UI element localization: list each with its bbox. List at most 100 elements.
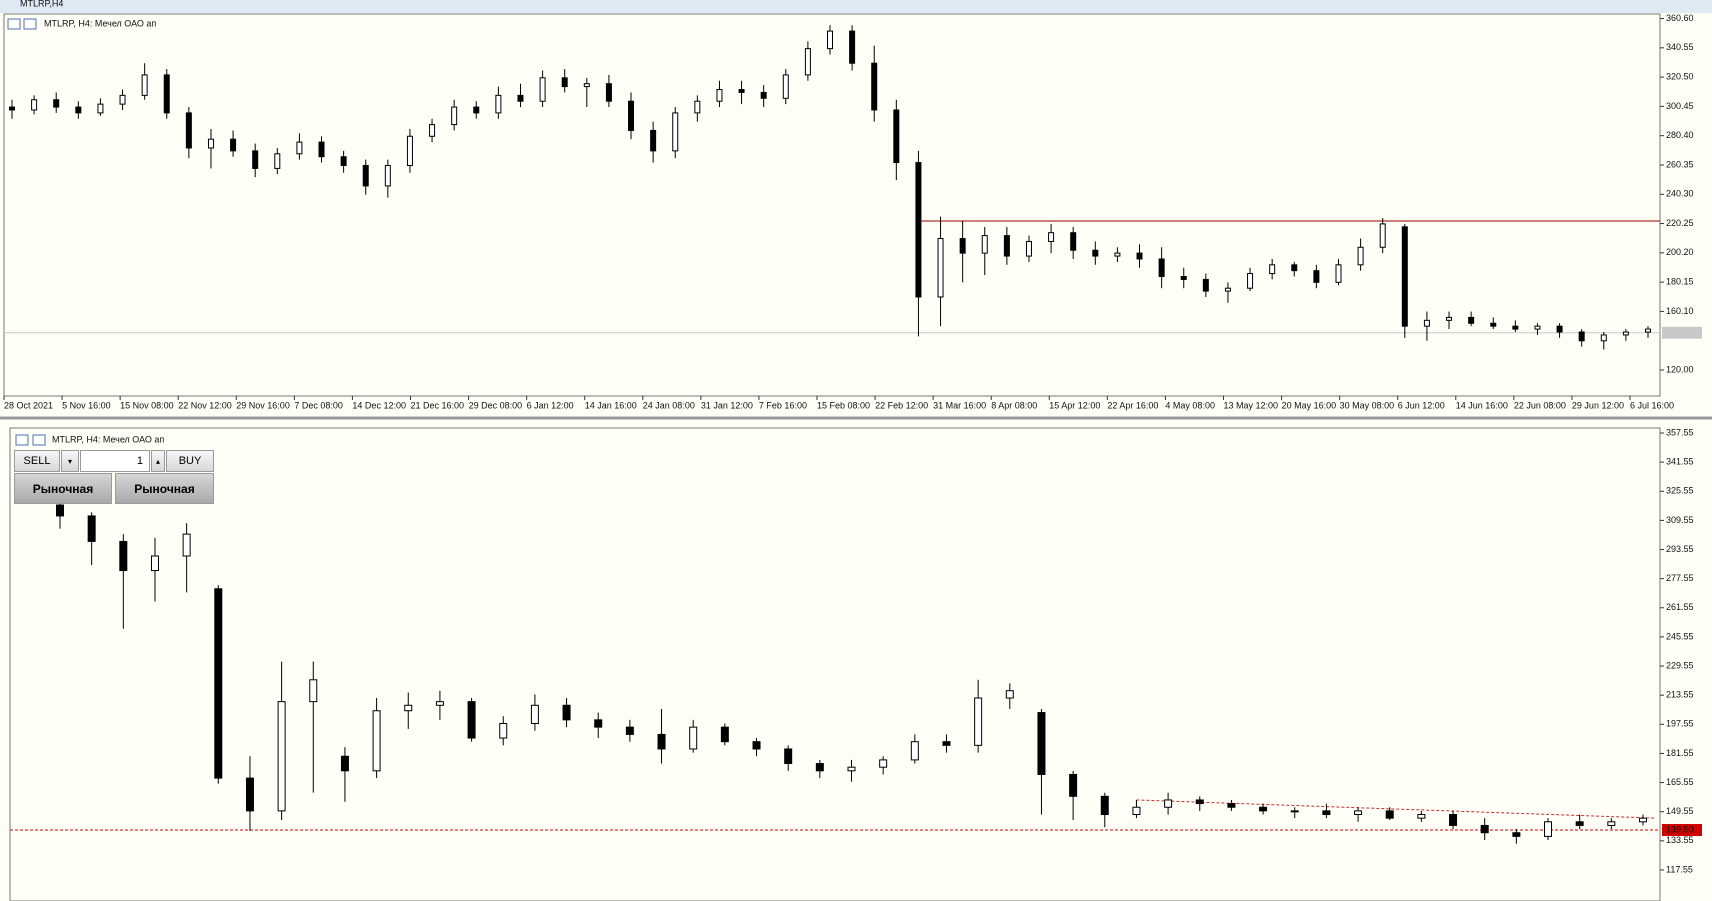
candle-body [277, 701, 286, 812]
candle-body [1114, 252, 1121, 257]
candle-body [1069, 773, 1078, 797]
x-tick-label: 14 Jan 16:00 [585, 400, 637, 410]
y-tick-label: 149.55 [1666, 806, 1694, 816]
candle-body [362, 164, 369, 187]
candle-body [1092, 249, 1099, 257]
candle-body [429, 124, 436, 137]
x-tick-label: 29 Dec 08:00 [469, 400, 523, 410]
candle-body [981, 235, 988, 254]
y-tick-label: 240.30 [1666, 189, 1694, 199]
candle-body [309, 679, 318, 703]
y-tick-label: 213.55 [1666, 690, 1694, 700]
candle-body [499, 722, 508, 739]
x-tick-label: 7 Feb 16:00 [759, 400, 807, 410]
candle-body [1224, 287, 1231, 292]
candle-body [214, 588, 223, 779]
candle-body [1354, 810, 1363, 816]
candle-body [1269, 264, 1276, 275]
window-title: MTLRP,H4 [20, 0, 63, 8]
bottom-chart-area [9, 427, 1661, 901]
candle-body [760, 91, 767, 99]
candle-body [1480, 824, 1489, 834]
x-tick-label: 31 Mar 16:00 [933, 400, 986, 410]
candle-body [1575, 821, 1584, 826]
candle-body [1622, 331, 1629, 336]
x-tick-label: 28 Oct 2021 [4, 400, 53, 410]
candle-body [1639, 817, 1647, 823]
candle-body [942, 741, 951, 746]
candle-body [87, 515, 96, 542]
y-tick-label: 309.55 [1666, 515, 1694, 525]
volume-input[interactable]: 1 [80, 450, 150, 472]
candle-body [849, 30, 856, 64]
candle-body [274, 153, 281, 169]
candle-body [1512, 832, 1521, 837]
x-tick-label: 21 Dec 16:00 [411, 400, 465, 410]
candle-body [910, 741, 919, 761]
market-buy-button[interactable]: Рыночная [115, 473, 214, 504]
y-tick-label: 197.55 [1666, 719, 1694, 729]
candle-body [716, 89, 723, 102]
y-tick-label: 245.55 [1666, 631, 1694, 641]
candle-body [467, 701, 476, 739]
candle-body [871, 62, 878, 111]
candle-body [1136, 252, 1143, 260]
volume-up[interactable]: ▴ [151, 450, 165, 472]
chart-icon [7, 18, 21, 30]
candle-body [893, 109, 900, 164]
candle-body [245, 777, 254, 812]
x-tick-label: 13 May 12:00 [1224, 400, 1279, 410]
candle-body [182, 533, 191, 557]
y-tick-label: 341.55 [1666, 457, 1694, 467]
candle-body [1449, 814, 1458, 826]
y-tick-label: 160.10 [1666, 306, 1694, 316]
y-tick-label: 260.35 [1666, 159, 1694, 169]
market-sell-button[interactable]: Рыночная [14, 473, 112, 504]
x-tick-label: 6 Jul 16:00 [1630, 400, 1674, 410]
y-tick-label: 200.20 [1666, 247, 1694, 257]
candle-body [1005, 690, 1014, 699]
candle-body [1335, 264, 1342, 283]
x-tick-label: 6 Jun 12:00 [1398, 400, 1445, 410]
sell-button[interactable]: SELL [14, 450, 60, 472]
candle-body [252, 150, 259, 169]
candle-body [163, 74, 170, 114]
candle-body [847, 766, 856, 772]
candle-body [650, 129, 657, 152]
y-tick-label: 320.50 [1666, 71, 1694, 81]
y-tick-label: 261.55 [1666, 602, 1694, 612]
candle-body [672, 112, 679, 152]
candle-body [1490, 322, 1497, 327]
y-tick-label: 229.55 [1666, 660, 1694, 670]
candle-body [1417, 814, 1426, 819]
candle-body [1259, 806, 1268, 812]
candle-body [530, 704, 539, 724]
candle-body [119, 540, 128, 572]
bid-marker [1662, 823, 1702, 836]
candle-body [561, 77, 568, 88]
candle-body [1401, 226, 1408, 327]
candle-body [141, 74, 148, 96]
candle-body [495, 94, 502, 114]
y-tick-label: 300.45 [1666, 101, 1694, 111]
x-tick-label: 8 Apr 08:00 [991, 400, 1037, 410]
trend-line [1136, 799, 1657, 819]
candle-body [296, 141, 303, 155]
candle-body [628, 100, 635, 131]
candle-body [959, 238, 966, 254]
candle-body [1227, 803, 1236, 808]
candle-body [451, 106, 458, 126]
candle-body [1158, 258, 1165, 278]
candle-body [1132, 806, 1141, 816]
y-tick-label: 181.55 [1666, 748, 1694, 758]
y-tick-label: 120.00 [1666, 364, 1694, 374]
x-tick-label: 15 Nov 08:00 [120, 400, 174, 410]
volume-down[interactable]: ▾ [61, 450, 79, 472]
candle-body [473, 106, 480, 114]
buy-button[interactable]: BUY [166, 450, 214, 472]
candle-body [1600, 334, 1607, 342]
x-tick-label: 22 Apr 16:00 [1107, 400, 1158, 410]
candle-body [1645, 328, 1651, 333]
candle-body [230, 138, 237, 152]
